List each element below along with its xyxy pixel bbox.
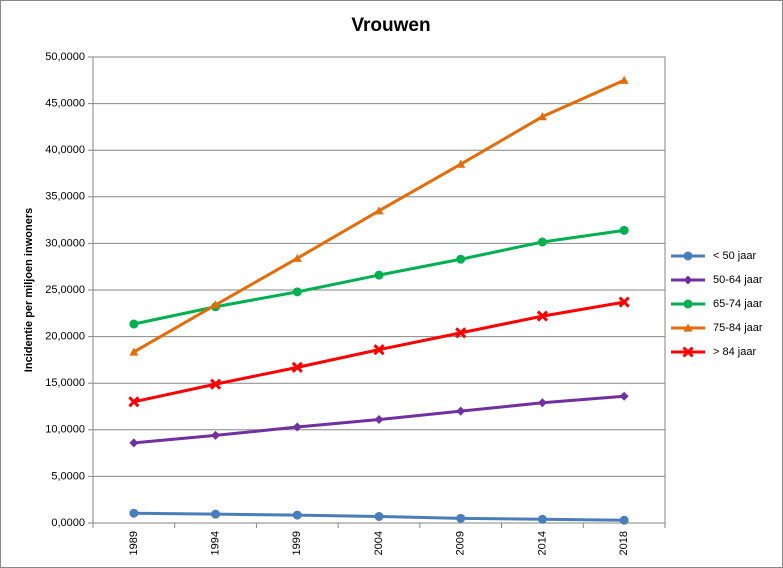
marker — [537, 514, 547, 524]
marker — [374, 206, 384, 215]
chart-title: Vrouwen — [351, 15, 430, 36]
marker — [129, 347, 139, 356]
marker — [292, 253, 302, 262]
marker — [456, 159, 466, 168]
marker — [537, 237, 547, 247]
marker — [683, 275, 693, 285]
x-tick-label: 1989 — [128, 531, 140, 555]
marker — [619, 391, 629, 401]
marker — [455, 327, 467, 339]
marker — [456, 513, 466, 523]
x-tick-label: 2014 — [536, 531, 548, 555]
y-tick-label: 5,0000 — [51, 470, 85, 482]
marker — [456, 254, 466, 264]
legend-label: < 50 jaar — [713, 250, 756, 262]
marker — [210, 378, 222, 390]
marker — [129, 438, 139, 448]
y-tick-label: 50,0000 — [45, 51, 85, 63]
marker — [128, 396, 140, 408]
x-tick-label: 2004 — [373, 531, 385, 555]
y-axis-label: Incidentie per miljoen inwoners — [23, 208, 35, 372]
marker — [291, 361, 303, 373]
legend-label: 50-64 jaar — [713, 274, 763, 286]
legend-label: 75-84 jaar — [713, 322, 763, 334]
x-tick-label: 1994 — [209, 531, 221, 555]
marker — [683, 251, 693, 261]
legend-label: > 84 jaar — [713, 346, 756, 358]
marker — [292, 287, 302, 297]
marker — [456, 406, 466, 416]
marker — [211, 509, 221, 519]
marker — [129, 319, 139, 329]
y-tick-label: 25,0000 — [45, 284, 85, 296]
marker — [211, 300, 221, 309]
marker — [374, 415, 384, 425]
y-tick-label: 15,0000 — [45, 377, 85, 389]
marker — [292, 510, 302, 520]
marker — [373, 344, 385, 356]
y-tick-label: 45,0000 — [45, 98, 85, 110]
marker — [537, 112, 547, 121]
marker — [537, 398, 547, 408]
marker — [619, 225, 629, 235]
marker — [683, 299, 693, 309]
marker — [536, 310, 548, 322]
marker — [374, 270, 384, 280]
y-tick-label: 35,0000 — [45, 191, 85, 203]
marker — [619, 515, 629, 525]
y-tick-label: 30,0000 — [45, 237, 85, 249]
x-tick-label: 2009 — [455, 531, 467, 555]
x-tick-label: 1999 — [291, 531, 303, 555]
y-tick-label: 0,0000 — [51, 517, 85, 529]
marker — [682, 346, 694, 358]
y-tick-label: 10,0000 — [45, 424, 85, 436]
marker — [374, 511, 384, 521]
marker — [618, 296, 630, 308]
marker — [683, 323, 693, 332]
marker — [619, 75, 629, 84]
x-tick-label: 2018 — [618, 531, 630, 555]
marker — [292, 422, 302, 432]
marker — [129, 508, 139, 518]
y-tick-label: 20,0000 — [45, 331, 85, 343]
y-tick-label: 40,0000 — [45, 144, 85, 156]
marker — [211, 430, 221, 440]
legend-label: 65-74 jaar — [713, 298, 763, 310]
